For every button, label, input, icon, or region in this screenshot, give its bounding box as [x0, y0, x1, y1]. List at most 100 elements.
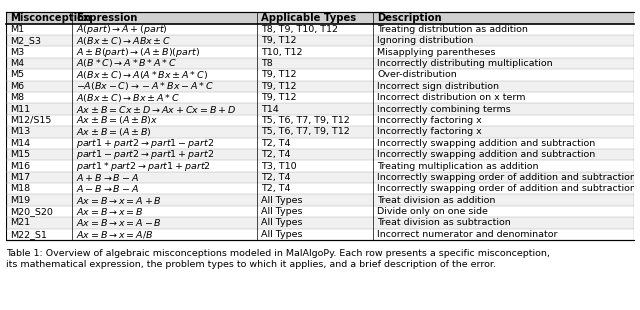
Text: $Ax \pm B = (A \pm B)$: $Ax \pm B = (A \pm B)$: [76, 126, 152, 138]
FancyBboxPatch shape: [6, 46, 634, 58]
FancyBboxPatch shape: [6, 183, 634, 194]
Text: $part1 + part2 \rightarrow part1 - part2$: $part1 + part2 \rightarrow part1 - part2…: [76, 137, 214, 150]
Text: Incorrectly swapping order of addition and subtraction: Incorrectly swapping order of addition a…: [377, 173, 636, 182]
FancyBboxPatch shape: [6, 229, 634, 240]
Text: $part1 - part2 \rightarrow part1 + part2$: $part1 - part2 \rightarrow part1 + part2…: [76, 148, 214, 161]
Text: Description: Description: [377, 13, 442, 23]
Text: $A(part) \rightarrow A+(part)$: $A(part) \rightarrow A+(part)$: [76, 23, 168, 36]
FancyBboxPatch shape: [6, 172, 634, 183]
Text: Incorrectly swapping addition and subtraction: Incorrectly swapping addition and subtra…: [377, 139, 595, 148]
Text: Applicable Types: Applicable Types: [261, 13, 356, 23]
Text: T9, T12: T9, T12: [261, 93, 296, 102]
Text: $Ax = B \rightarrow x = B$: $Ax = B \rightarrow x = B$: [76, 206, 144, 217]
Text: Incorrectly factoring x: Incorrectly factoring x: [377, 127, 482, 136]
Text: Over-distribution: Over-distribution: [377, 70, 457, 79]
Text: Incorrect distribution on x term: Incorrect distribution on x term: [377, 93, 525, 102]
Text: T14: T14: [261, 104, 279, 113]
Text: $A(Bx \pm C) \rightarrow ABx \pm C$: $A(Bx \pm C) \rightarrow ABx \pm C$: [76, 35, 172, 47]
Text: Incorrect numerator and denominator: Incorrect numerator and denominator: [377, 230, 557, 239]
Text: M6: M6: [10, 82, 24, 91]
FancyBboxPatch shape: [6, 206, 634, 217]
Text: M16: M16: [10, 162, 30, 171]
Text: M1: M1: [10, 25, 24, 34]
Text: Divide only on one side: Divide only on one side: [377, 207, 488, 216]
Text: All Types: All Types: [261, 207, 303, 216]
Text: Ignoring distribution: Ignoring distribution: [377, 36, 474, 45]
FancyBboxPatch shape: [6, 138, 634, 149]
Text: $A(Bx \pm C) \rightarrow A(A*Bx \pm A*C)$: $A(Bx \pm C) \rightarrow A(A*Bx \pm A*C)…: [76, 69, 208, 81]
Text: M8: M8: [10, 93, 24, 102]
FancyBboxPatch shape: [6, 69, 634, 81]
FancyBboxPatch shape: [6, 217, 634, 229]
Text: All Types: All Types: [261, 230, 303, 239]
Text: M11: M11: [10, 104, 30, 113]
Text: $-A(Bx-C) \rightarrow -A*Bx - A*C$: $-A(Bx-C) \rightarrow -A*Bx - A*C$: [76, 80, 214, 92]
Text: Expression: Expression: [76, 13, 138, 23]
Text: Incorrectly swapping order of addition and subtraction: Incorrectly swapping order of addition a…: [377, 184, 636, 193]
Text: $A \pm B(part) \rightarrow (A \pm B)(part)$: $A \pm B(part) \rightarrow (A \pm B)(par…: [76, 46, 200, 59]
Text: $A - B \rightarrow B - A$: $A - B \rightarrow B - A$: [76, 183, 139, 194]
FancyBboxPatch shape: [6, 58, 634, 69]
Text: M14: M14: [10, 139, 30, 148]
Text: Incorrectly factoring x: Incorrectly factoring x: [377, 116, 482, 125]
Text: Incorrect sign distribution: Incorrect sign distribution: [377, 82, 499, 91]
Text: Misconception: Misconception: [10, 13, 91, 23]
Text: Treating distribution as addition: Treating distribution as addition: [377, 25, 528, 34]
Text: Treat division as addition: Treat division as addition: [377, 196, 495, 205]
Text: $Ax \pm B = Cx \pm D \rightarrow Ax+Cx = B+D$: $Ax \pm B = Cx \pm D \rightarrow Ax+Cx =…: [76, 104, 236, 115]
Text: T8, T9, T10, T12: T8, T9, T10, T12: [261, 25, 338, 34]
Text: Incorrectly swapping addition and subtraction: Incorrectly swapping addition and subtra…: [377, 150, 595, 159]
Text: M19: M19: [10, 196, 30, 205]
Text: Treat division as subtraction: Treat division as subtraction: [377, 219, 511, 228]
Text: T2, T4: T2, T4: [261, 139, 291, 148]
Text: M4: M4: [10, 59, 24, 68]
Text: $Ax = B \rightarrow x = A/B$: $Ax = B \rightarrow x = A/B$: [76, 229, 154, 240]
Text: T2, T4: T2, T4: [261, 184, 291, 193]
Text: All Types: All Types: [261, 196, 303, 205]
Text: M15: M15: [10, 150, 30, 159]
Text: All Types: All Types: [261, 219, 303, 228]
Text: M2_S3: M2_S3: [10, 36, 41, 45]
Text: M3: M3: [10, 48, 24, 57]
Text: $A(B*C) \rightarrow A*B*A*C$: $A(B*C) \rightarrow A*B*A*C$: [76, 57, 177, 69]
FancyBboxPatch shape: [6, 149, 634, 160]
Text: $part1 * part2 \rightarrow part1 + part2$: $part1 * part2 \rightarrow part1 + part2…: [76, 160, 211, 172]
Text: M17: M17: [10, 173, 30, 182]
Text: M20_S20: M20_S20: [10, 207, 53, 216]
Text: T8: T8: [261, 59, 273, 68]
Text: Incorrectly distributing multiplication: Incorrectly distributing multiplication: [377, 59, 553, 68]
Text: T2, T4: T2, T4: [261, 150, 291, 159]
Text: M13: M13: [10, 127, 31, 136]
Text: T9, T12: T9, T12: [261, 82, 296, 91]
Text: M18: M18: [10, 184, 30, 193]
Text: T5, T6, T7, T9, T12: T5, T6, T7, T9, T12: [261, 116, 350, 125]
FancyBboxPatch shape: [6, 24, 634, 35]
Text: Incorrectly combining terms: Incorrectly combining terms: [377, 104, 511, 113]
Text: $Ax = B \rightarrow x = A - B$: $Ax = B \rightarrow x = A - B$: [76, 218, 162, 228]
FancyBboxPatch shape: [6, 115, 634, 126]
Text: M21: M21: [10, 219, 30, 228]
Text: T2, T4: T2, T4: [261, 173, 291, 182]
Text: $A(Bx \pm C) \rightarrow Bx \pm A*C$: $A(Bx \pm C) \rightarrow Bx \pm A*C$: [76, 92, 180, 104]
Text: T9, T12: T9, T12: [261, 36, 296, 45]
Text: $Ax = B \rightarrow x = A + B$: $Ax = B \rightarrow x = A + B$: [76, 195, 162, 206]
Text: $A + B \rightarrow B - A$: $A + B \rightarrow B - A$: [76, 172, 139, 183]
FancyBboxPatch shape: [6, 81, 634, 92]
Text: T3, T10: T3, T10: [261, 162, 297, 171]
Text: M5: M5: [10, 70, 24, 79]
Text: $Ax \pm B = (A \pm B)x$: $Ax \pm B = (A \pm B)x$: [76, 114, 158, 126]
Text: M22_S1: M22_S1: [10, 230, 47, 239]
FancyBboxPatch shape: [6, 126, 634, 138]
FancyBboxPatch shape: [6, 92, 634, 103]
Text: T10, T12: T10, T12: [261, 48, 303, 57]
Text: Table 1: Overview of algebraic misconceptions modeled in MalAlgoPy. Each row pre: Table 1: Overview of algebraic misconcep…: [6, 249, 550, 268]
Text: M12/S15: M12/S15: [10, 116, 52, 125]
FancyBboxPatch shape: [6, 194, 634, 206]
FancyBboxPatch shape: [6, 103, 634, 115]
Text: T5, T6, T7, T9, T12: T5, T6, T7, T9, T12: [261, 127, 350, 136]
Text: Misapplying parentheses: Misapplying parentheses: [377, 48, 495, 57]
Text: Treating multiplication as addition: Treating multiplication as addition: [377, 162, 539, 171]
Text: T9, T12: T9, T12: [261, 70, 296, 79]
FancyBboxPatch shape: [6, 35, 634, 46]
FancyBboxPatch shape: [6, 160, 634, 172]
